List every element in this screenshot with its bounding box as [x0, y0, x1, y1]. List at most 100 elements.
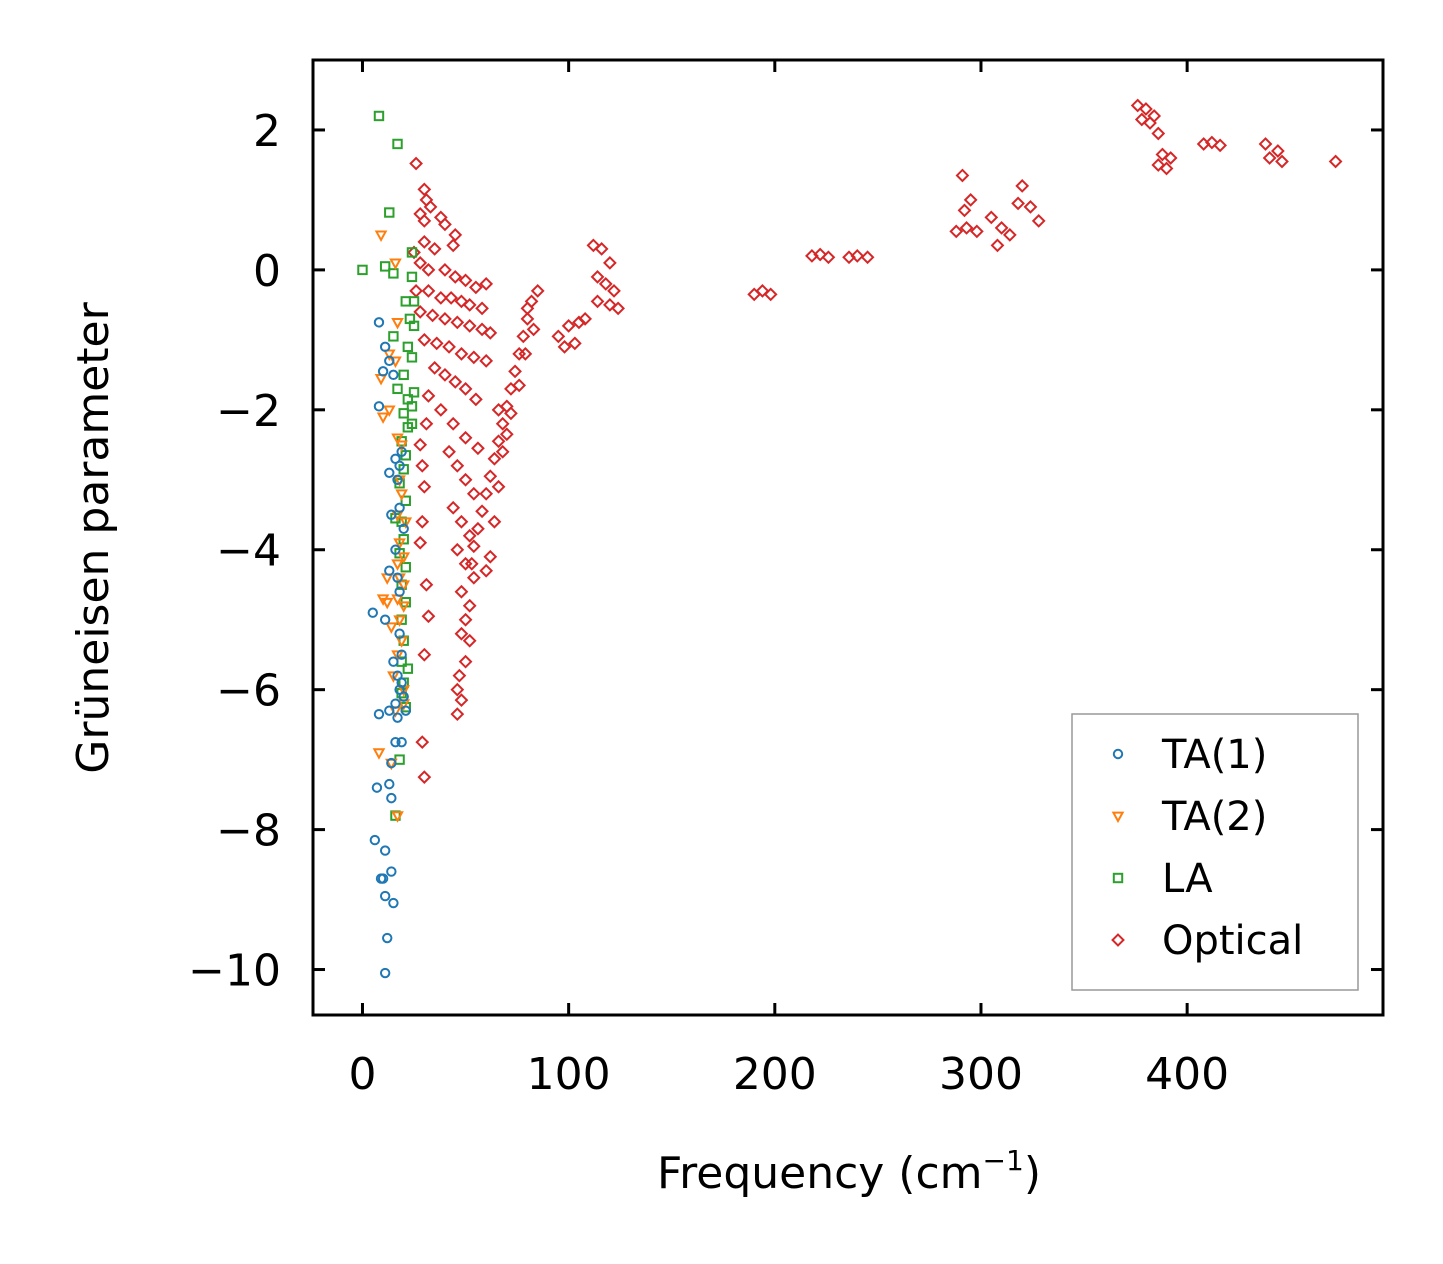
ta2-point	[395, 440, 408, 452]
optical-point	[1151, 126, 1166, 141]
x-tick-label: 0	[348, 1049, 376, 1100]
legend-marker-ta1	[1112, 748, 1124, 760]
ta1-point	[396, 446, 407, 457]
ta1-point	[394, 460, 405, 471]
ta2-point	[391, 433, 404, 445]
la-point	[357, 264, 368, 276]
optical-point	[487, 514, 502, 529]
optical-point	[427, 360, 442, 375]
ta2-point	[382, 349, 396, 361]
optical-point	[487, 451, 502, 466]
optical-point	[458, 612, 473, 627]
la-point	[400, 495, 411, 506]
ta2-point	[385, 622, 398, 634]
optical-point	[423, 200, 438, 214]
la-point	[392, 383, 403, 395]
optical-point	[1134, 112, 1149, 127]
optical-point	[590, 294, 605, 309]
optical-point	[415, 458, 430, 473]
optical-point	[421, 388, 436, 403]
la-point	[402, 341, 414, 353]
ta1-point	[394, 586, 405, 597]
x-tick-label: 200	[733, 1049, 817, 1100]
y-tick-label: −6	[216, 666, 281, 717]
optical-point	[458, 430, 473, 445]
optical-point	[454, 346, 469, 361]
ta1-point	[398, 691, 409, 702]
y-tick-label: −10	[188, 946, 281, 997]
ta1-point	[386, 792, 397, 804]
optical-point	[417, 647, 432, 662]
optical-point	[1015, 179, 1030, 193]
optical-point	[409, 284, 423, 298]
ta1-point	[369, 834, 381, 846]
ta1-point	[373, 401, 385, 412]
ta1-point	[384, 565, 395, 576]
optical-point	[516, 329, 531, 344]
optical-point	[466, 570, 481, 585]
optical-point	[520, 301, 535, 316]
y-tick-label: −4	[216, 526, 281, 577]
optical-point	[491, 402, 506, 417]
optical-point	[462, 633, 477, 648]
ta1-point	[390, 698, 401, 709]
optical-point	[462, 297, 477, 312]
optical-point	[994, 221, 1009, 235]
optical-point	[520, 311, 535, 326]
optical-point	[594, 242, 609, 256]
optical-point	[427, 242, 442, 256]
optical-point	[438, 263, 452, 277]
optical-point	[959, 221, 974, 235]
ta1-point	[384, 705, 395, 716]
optical-point	[471, 521, 485, 536]
optical-point	[450, 315, 465, 330]
optical-point	[419, 416, 434, 431]
optical-point	[578, 311, 593, 326]
optical-point	[813, 247, 828, 262]
optical-point	[499, 427, 514, 442]
ta1-point	[392, 572, 403, 583]
ta2-point	[374, 230, 388, 243]
la-point	[398, 408, 409, 419]
optical-point	[1328, 154, 1343, 169]
ta1-point	[384, 355, 395, 367]
optical-point	[969, 224, 984, 239]
optical-point	[1130, 98, 1145, 113]
optical-point	[419, 577, 434, 592]
la-point	[408, 296, 420, 307]
optical-point	[860, 250, 875, 265]
legend-label-la: LA	[1162, 856, 1213, 902]
la-point	[408, 320, 420, 332]
ta1-point	[377, 873, 389, 884]
optical-point	[425, 308, 440, 323]
legend: TA(1) TA(2) LA Optical	[1071, 713, 1359, 991]
optical-point	[458, 381, 473, 396]
ta1-point	[392, 712, 403, 723]
optical-point	[417, 214, 432, 228]
optical-point	[415, 514, 430, 529]
optical-point	[442, 444, 456, 459]
optical-point	[413, 256, 428, 270]
optical-point	[419, 193, 434, 207]
optical-point	[1023, 200, 1038, 214]
optical-point	[1275, 154, 1289, 169]
y-tick-label: 2	[253, 106, 281, 157]
ta1-point	[386, 866, 397, 877]
optical-point	[495, 416, 510, 431]
ta2-point	[391, 318, 404, 330]
optical-point	[444, 291, 459, 305]
optical-point	[466, 539, 481, 554]
optical-point	[446, 500, 461, 515]
ta1-point	[388, 369, 399, 381]
optical-point	[415, 735, 430, 750]
la-point	[406, 352, 418, 363]
legend-label-ta2: TA(2)	[1161, 794, 1267, 840]
optical-point	[1205, 135, 1219, 150]
optical-point	[1143, 116, 1157, 130]
optical-point	[1159, 161, 1174, 176]
plot-marks	[357, 98, 1343, 979]
optical-point	[458, 273, 473, 288]
optical-point	[495, 444, 510, 459]
plot-frame	[311, 58, 1385, 1017]
